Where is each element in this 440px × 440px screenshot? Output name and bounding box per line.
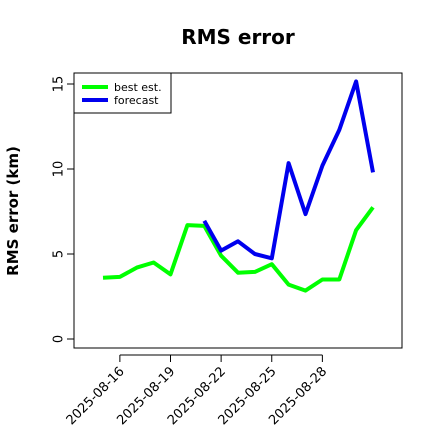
chart-title: RMS error: [181, 25, 295, 49]
legend-entry-label: best est.: [114, 81, 162, 94]
legend-entry-label: forecast: [114, 94, 159, 107]
x-axis: 2025-08-162025-08-192025-08-222025-08-25…: [64, 354, 330, 428]
series-line-best-est: [102, 206, 375, 293]
y-axis: 0 5 10 15: [52, 76, 74, 343]
plot-frame: [73, 72, 403, 349]
series-line-forecast: [202, 79, 375, 261]
y-axis-label: RMS error (km): [4, 146, 22, 276]
y-tick-label: 5: [52, 250, 67, 258]
legend-box: [73, 72, 172, 114]
y-tick-label: 0: [52, 335, 67, 343]
y-tick-label: 10: [52, 161, 67, 178]
legend: best est.forecast: [73, 72, 172, 114]
series-layer: [102, 79, 375, 293]
y-tick-label: 15: [52, 76, 67, 93]
